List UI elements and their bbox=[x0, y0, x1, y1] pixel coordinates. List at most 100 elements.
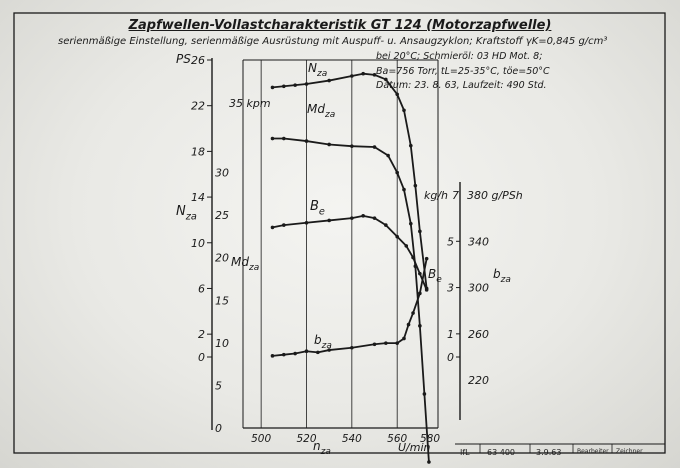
bza-point bbox=[282, 352, 286, 357]
kpm-tick-label: 30 bbox=[215, 167, 229, 180]
be-curve-label: Be bbox=[310, 199, 325, 218]
footer-editor: Bearbeiter bbox=[577, 448, 609, 455]
mdza-point bbox=[408, 221, 413, 226]
be-point bbox=[424, 288, 429, 292]
ps-tick-label: 14 bbox=[191, 191, 205, 204]
bza-point bbox=[411, 311, 415, 315]
meta-line-1: bei 20°C; Schmieröl: 03 HD Mot. 8; bbox=[376, 51, 543, 62]
nza-point bbox=[304, 82, 309, 86]
kpm-tick-label: 0 bbox=[215, 422, 222, 435]
be-point bbox=[418, 271, 422, 276]
bza-point bbox=[372, 342, 377, 347]
ps-tick-label: 2 bbox=[198, 328, 205, 341]
kpm-tick-label: 20 bbox=[215, 252, 229, 265]
bza-point bbox=[270, 354, 275, 358]
bza-point bbox=[402, 336, 406, 341]
meta-line-2: Ba=756 Torr, tL=25-35°C, töe=50°C bbox=[376, 66, 550, 77]
kgh-tick-top: 7 bbox=[452, 189, 459, 202]
ps-tick-label: 0 bbox=[198, 351, 205, 364]
be-point bbox=[304, 220, 309, 225]
x-axis-label: nza bbox=[313, 439, 331, 457]
bza-point bbox=[350, 345, 354, 350]
sheet-frame bbox=[13, 12, 666, 454]
be-point bbox=[404, 244, 409, 248]
kpm-tick-label: 15 bbox=[215, 294, 229, 307]
nza-curve-label: Nza bbox=[308, 61, 327, 79]
nza-point bbox=[350, 74, 354, 78]
kpm-tick-label: 25 bbox=[215, 209, 229, 222]
be-point bbox=[282, 223, 286, 227]
nza-point bbox=[402, 108, 406, 113]
x-tick-label: 540 bbox=[342, 433, 362, 445]
footer-drafter: Zeichner bbox=[616, 448, 643, 455]
nza-point bbox=[395, 92, 399, 97]
kpm-tick-label: 10 bbox=[215, 337, 229, 350]
gps-axis-unit: 380 g/PSh bbox=[467, 189, 523, 202]
mdza-curve-label: Mdza bbox=[307, 102, 335, 120]
mdza-point bbox=[386, 153, 390, 158]
nza-point bbox=[372, 73, 377, 77]
bza-point bbox=[406, 322, 411, 327]
be-point bbox=[411, 255, 415, 260]
nza-point bbox=[408, 143, 413, 148]
x-tick-label: 580 bbox=[420, 433, 440, 445]
nza-point bbox=[361, 71, 365, 76]
bza-line bbox=[272, 258, 428, 357]
be-point bbox=[384, 223, 388, 227]
be-point bbox=[361, 214, 365, 218]
be-point bbox=[372, 216, 377, 220]
ps-axis-title: PS bbox=[176, 52, 191, 66]
ps-tick-label: 18 bbox=[191, 145, 205, 158]
ps-tick-label: 6 bbox=[198, 282, 205, 295]
bza-curve-label: bza bbox=[314, 333, 332, 351]
chart-subtitle: serienmäßige Einstellung, serienmäßige A… bbox=[58, 36, 608, 47]
kpm-tick-label: 5 bbox=[215, 379, 222, 392]
bza-point bbox=[327, 348, 331, 352]
kgh-tick-label: 1 bbox=[447, 328, 454, 341]
nza-axis-label: Nza bbox=[176, 204, 197, 223]
meta-line-3: Datum: 23. 8. 63, Laufzeit: 490 Std. bbox=[376, 80, 547, 91]
ps-tick-label: 22 bbox=[191, 100, 205, 113]
footer-date: 3.9.63 bbox=[536, 448, 562, 457]
bza-point bbox=[316, 350, 320, 355]
ps-tick-label: 26 bbox=[191, 54, 205, 67]
kgh-tick-label: 3 bbox=[447, 282, 454, 295]
kpm-axis-unit: 35 kpm bbox=[229, 97, 271, 110]
be-point bbox=[395, 234, 399, 239]
mdza-point bbox=[327, 142, 331, 147]
bza-point bbox=[304, 349, 309, 354]
bza-point bbox=[293, 351, 297, 356]
bza-point bbox=[384, 341, 388, 345]
mdza-axis-label: Mdza bbox=[231, 255, 259, 273]
mdza-line bbox=[272, 137, 430, 463]
chart-title: Zapfwellen-Vollastcharakteristik GT 124 … bbox=[128, 18, 552, 33]
mdza-point bbox=[418, 324, 422, 328]
nza-point bbox=[413, 183, 418, 188]
be-point bbox=[350, 216, 354, 220]
kgh-tick-label: 0 bbox=[447, 351, 454, 364]
bza-point bbox=[424, 256, 429, 261]
mdza-point bbox=[395, 170, 399, 175]
be-side-label: Be bbox=[428, 267, 442, 285]
nza-point bbox=[293, 83, 297, 87]
x-tick-label: 560 bbox=[387, 433, 407, 445]
mdza-point bbox=[402, 187, 406, 192]
bza-point bbox=[418, 291, 422, 296]
gps-tick-label: 220 bbox=[468, 374, 489, 387]
nza-point bbox=[327, 78, 331, 83]
x-axis-unit: U/min bbox=[398, 441, 431, 454]
nza-line bbox=[272, 72, 428, 289]
mdza-point bbox=[427, 460, 431, 464]
kgh-tick-label: 5 bbox=[447, 235, 454, 248]
mdza-point bbox=[282, 136, 286, 141]
be-point bbox=[270, 225, 275, 230]
gps-tick-label: 260 bbox=[468, 328, 489, 341]
nza-point bbox=[270, 85, 275, 90]
kgh-axis-unit: kg/h 7 bbox=[424, 189, 459, 202]
mdza-point bbox=[422, 392, 427, 396]
bza-axis-label: bza bbox=[493, 267, 511, 285]
mdza-point bbox=[350, 144, 354, 148]
nza-point bbox=[384, 77, 388, 82]
be-point bbox=[327, 218, 331, 223]
